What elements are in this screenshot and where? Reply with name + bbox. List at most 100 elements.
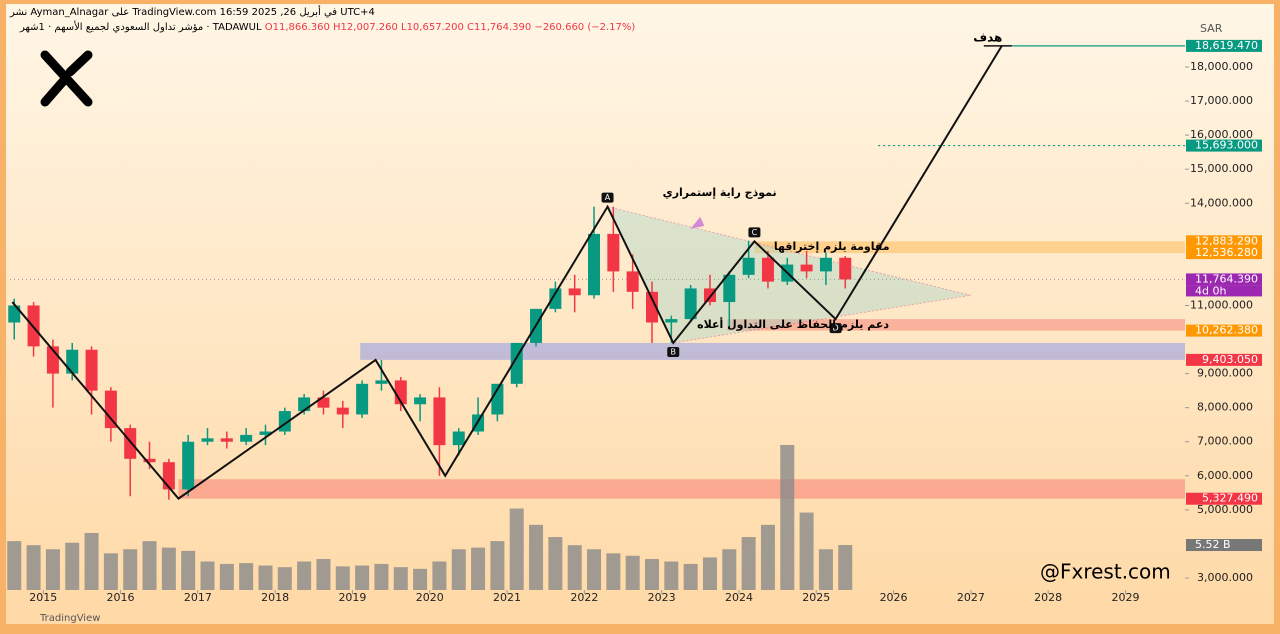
currency: SAR <box>1200 22 1223 35</box>
volume-bar <box>65 542 80 590</box>
y-tick-label: 17,000.000 <box>1190 94 1253 107</box>
candle-body <box>298 397 311 412</box>
x-tick-label: 2023 <box>648 591 676 604</box>
resistance-label: مقاومة يلزم إختراقها <box>774 240 890 253</box>
logo <box>40 50 93 107</box>
x-tick-label: 2022 <box>570 591 598 604</box>
price-tag <box>1186 273 1262 286</box>
volume-bar <box>702 557 717 590</box>
volume-bar <box>587 549 602 590</box>
volume-bar <box>741 537 756 590</box>
candle-body <box>819 257 832 272</box>
price-tag <box>1186 353 1262 366</box>
x-tick-label: 2028 <box>1034 591 1062 604</box>
price-tag-label: 12,536.280 <box>1195 246 1258 259</box>
brand: TradingView <box>39 613 100 624</box>
support-label: دعم يلزم الحفاظ على التداول أعلاه <box>697 317 889 331</box>
volume-bar <box>103 553 118 590</box>
candle-body <box>8 305 21 323</box>
candle-body <box>220 438 233 442</box>
x-tick-label: 2018 <box>261 591 289 604</box>
candle-body <box>433 397 446 446</box>
price-tag <box>1186 492 1262 505</box>
candle-body <box>124 428 137 459</box>
x-tick-label: 2021 <box>493 591 521 604</box>
volume-bar <box>529 524 544 590</box>
ohlc: O11,866.360 H12,007.260 L10,657.200 C11,… <box>265 22 532 33</box>
x-tick-label: 2029 <box>1111 591 1139 604</box>
volume-bar <box>606 553 621 590</box>
volume-bar <box>181 550 196 590</box>
header: نشر Ayman_Alnagar على TradingView.com في… <box>9 5 375 18</box>
candle-body <box>201 438 214 442</box>
blue-zone <box>360 342 1185 360</box>
support-zone <box>727 319 1185 331</box>
volume-bar <box>490 541 505 590</box>
volume-bar <box>355 565 370 590</box>
countdown-bg <box>1186 285 1262 297</box>
candle-body <box>375 380 388 384</box>
point-box <box>667 346 680 357</box>
volume-bar <box>374 563 389 590</box>
candle-body <box>626 271 639 292</box>
price-tag <box>1186 247 1262 260</box>
x-tick-label: 2024 <box>725 591 753 604</box>
x-tick-label: 2020 <box>416 591 444 604</box>
target-label: هدف <box>973 30 1002 44</box>
point-label: B <box>671 347 677 356</box>
y-tick-label: 3,000.000 <box>1197 571 1253 584</box>
price-tag <box>1186 139 1262 152</box>
y-tick-label: 18,000.000 <box>1190 60 1253 73</box>
candle-body <box>66 349 79 374</box>
volume-bar <box>567 545 582 590</box>
candle-body <box>162 462 175 490</box>
point-box <box>748 227 761 238</box>
volume-bar <box>239 563 254 590</box>
candle-body <box>839 257 852 280</box>
y-tick-label: 11,000.000 <box>1190 298 1253 311</box>
candle-body <box>761 257 774 282</box>
wave-line <box>11 45 1003 500</box>
price-tag-label: 5,327.490 <box>1202 492 1258 505</box>
price-tag <box>1186 324 1262 337</box>
volume-bar <box>471 547 486 590</box>
y-tick-label: 16,000.000 <box>1190 128 1253 141</box>
volume-bar <box>258 565 273 590</box>
point-label: C <box>752 228 758 237</box>
volume-bar <box>432 561 447 590</box>
volume-bar <box>393 567 408 590</box>
symbol: مؤشر تداول السعودي لجميع الأسهم · 1شهر ·… <box>19 20 635 33</box>
point-box <box>601 192 614 203</box>
candle-body <box>742 257 755 275</box>
change: −260.660 (−2.17%) <box>534 22 635 33</box>
volume-bar <box>297 561 312 590</box>
volume-tag <box>1186 539 1262 552</box>
volume-bar <box>335 566 350 590</box>
candle-body <box>85 349 98 391</box>
symbol-name: مؤشر تداول السعودي لجميع الأسهم · 1شهر ·… <box>19 20 262 33</box>
candle-body <box>452 431 465 446</box>
candle-body <box>645 291 658 323</box>
volume-bar <box>644 559 659 590</box>
volume-bar <box>838 545 853 590</box>
candle-body <box>588 233 601 296</box>
price-tag <box>1186 235 1262 248</box>
volume-bar <box>142 541 157 590</box>
candle-body <box>491 383 504 415</box>
candle-body <box>414 397 427 405</box>
watermark: @Fxrest.com <box>1040 560 1171 584</box>
y-tick-label: 5,000.000 <box>1197 503 1253 516</box>
volume-bar <box>780 444 795 590</box>
candle-body <box>665 319 678 323</box>
volume-bar <box>277 567 292 590</box>
candle-body <box>356 383 369 415</box>
candle-body <box>723 274 736 303</box>
y-tick-label: 8,000.000 <box>1197 401 1253 414</box>
volume-bar <box>316 559 331 590</box>
volume-bar <box>84 532 99 590</box>
candle-body <box>336 407 349 415</box>
resistance-zone <box>754 241 1185 254</box>
volume-bar <box>818 549 833 590</box>
